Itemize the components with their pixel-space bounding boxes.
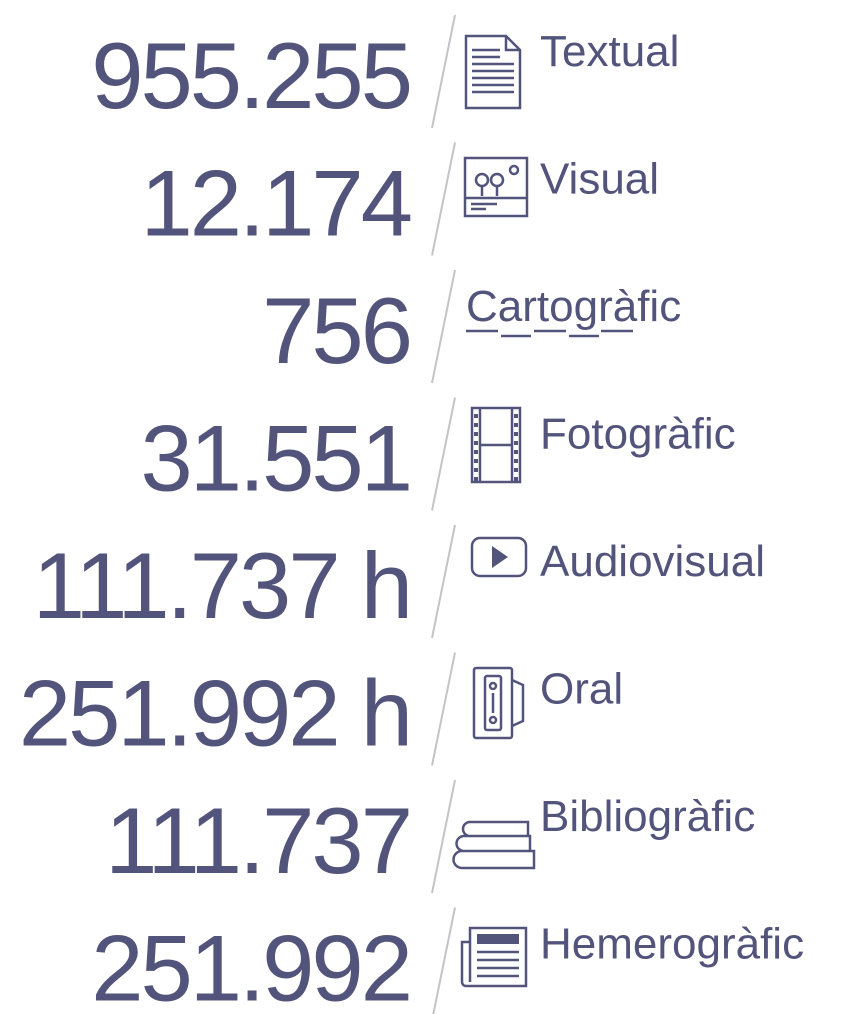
stat-row: 251.992 h Oral <box>19 652 623 766</box>
icon-part <box>470 536 528 578</box>
icon-part <box>492 546 508 568</box>
icon-part <box>463 156 529 218</box>
stat-row: 12.174 Visual <box>140 142 659 256</box>
icon-part <box>474 477 478 481</box>
icon-part <box>466 329 633 338</box>
icon-part <box>514 450 518 454</box>
icon-part <box>514 432 518 436</box>
icon <box>472 666 525 740</box>
separator <box>431 14 456 129</box>
stat-label: Fotogràfic <box>540 410 736 459</box>
stat-value: 31.551 <box>140 406 410 511</box>
separator <box>431 397 456 511</box>
icon-part <box>488 715 498 725</box>
separator <box>431 652 456 766</box>
icon-part <box>483 674 503 732</box>
separator <box>432 907 456 1014</box>
icon-part <box>477 934 519 944</box>
icon-part <box>514 414 518 418</box>
icon-part <box>514 477 518 481</box>
icon <box>470 536 528 578</box>
stat-value: 111.737 <box>105 788 410 893</box>
icon-part <box>514 423 518 427</box>
icon-part <box>474 450 478 454</box>
icon-part <box>474 441 478 445</box>
stat-label: Textual <box>540 27 679 76</box>
icon-part <box>452 820 536 870</box>
stat-value: 251.992 h <box>19 661 410 766</box>
stat-row: 756 Cartogràfic <box>262 269 681 384</box>
stat-row: 251.992 Hemerogràfic <box>91 907 804 1014</box>
separator <box>431 269 456 384</box>
icon-part <box>474 414 478 418</box>
stat-row: 955.255 Textual <box>91 14 679 129</box>
icon-part <box>472 666 514 740</box>
stat-row: 111.737 Bibliogràfic <box>105 779 755 894</box>
icon-part <box>460 926 528 988</box>
icon-part <box>474 468 478 472</box>
icon-part <box>514 441 518 445</box>
icon <box>463 156 529 218</box>
icon <box>464 34 522 110</box>
stat-label: Cartogràfic <box>466 282 681 331</box>
stat-label: Visual <box>540 155 659 204</box>
icon-part <box>474 459 478 463</box>
separator <box>431 142 456 256</box>
icon-part <box>514 459 518 463</box>
icon <box>460 926 528 988</box>
icon-part <box>488 681 498 691</box>
stat-label: Oral <box>540 665 623 714</box>
stat-value: 251.992 <box>91 916 410 1014</box>
icon-part <box>464 34 522 110</box>
icon-part <box>474 423 478 427</box>
icon <box>452 820 536 870</box>
icon <box>466 329 633 338</box>
icon-part <box>474 172 490 188</box>
stat-row: 31.551 Fotogràfic <box>140 397 736 511</box>
stat-value: 111.737 h <box>33 533 410 638</box>
icon-part <box>474 432 478 436</box>
stat-value: 756 <box>262 278 410 383</box>
icon-part <box>508 164 520 176</box>
stat-label: Hemerogràfic <box>540 920 804 969</box>
separator <box>431 524 456 639</box>
icon-part <box>470 406 522 484</box>
separator <box>431 779 456 894</box>
stat-label: Bibliogràfic <box>540 792 755 841</box>
icon <box>470 406 522 484</box>
icon-part <box>511 678 525 728</box>
stat-row: 111.737 h Audiovisual <box>33 524 765 639</box>
icon-part <box>514 468 518 472</box>
icon-part <box>489 172 505 188</box>
stat-value: 12.174 <box>140 151 410 256</box>
stat-label: Audiovisual <box>540 537 765 586</box>
stat-value: 955.255 <box>91 23 410 128</box>
